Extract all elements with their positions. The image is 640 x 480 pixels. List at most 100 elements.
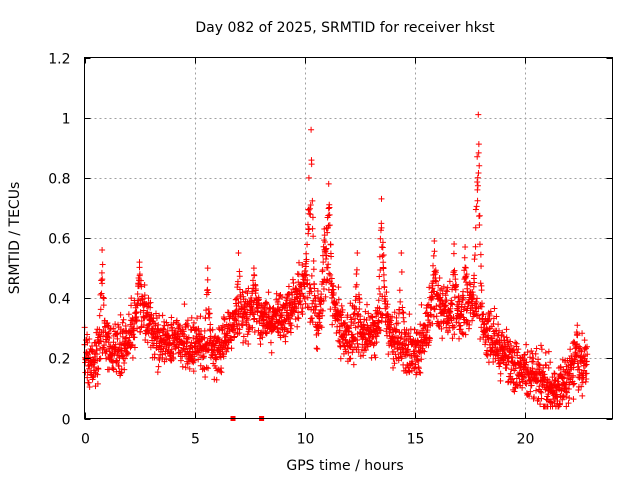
data-point bbox=[252, 286, 259, 293]
data-point bbox=[523, 380, 530, 387]
data-point bbox=[175, 344, 182, 351]
data-point bbox=[278, 321, 285, 328]
data-point bbox=[474, 197, 481, 204]
data-point bbox=[201, 353, 208, 360]
data-point bbox=[234, 295, 241, 302]
data-point bbox=[255, 305, 262, 312]
data-point bbox=[285, 283, 292, 290]
y-axis-tick-labels: 0 0.2 0.4 0.6 0.8 1 1.2 bbox=[48, 52, 70, 429]
data-point bbox=[213, 376, 220, 383]
data-point bbox=[225, 322, 232, 329]
data-point bbox=[90, 373, 97, 380]
data-point bbox=[337, 355, 344, 362]
data-point bbox=[471, 256, 478, 263]
data-point bbox=[449, 335, 456, 342]
data-point bbox=[205, 365, 212, 372]
data-point bbox=[203, 307, 210, 314]
data-point bbox=[475, 312, 482, 319]
data-point bbox=[329, 321, 336, 328]
data-point bbox=[440, 283, 447, 290]
data-point bbox=[236, 286, 243, 293]
data-point bbox=[460, 306, 467, 313]
data-point bbox=[456, 323, 463, 330]
data-point bbox=[438, 325, 445, 332]
data-point bbox=[579, 379, 586, 386]
data-point bbox=[433, 303, 440, 310]
data-point bbox=[376, 285, 383, 292]
data-point bbox=[245, 341, 252, 348]
data-point bbox=[409, 360, 416, 367]
data-point bbox=[375, 330, 382, 337]
x-tick-label: 5 bbox=[191, 432, 200, 448]
data-point bbox=[185, 322, 192, 329]
data-point bbox=[323, 252, 330, 259]
data-point bbox=[419, 347, 426, 354]
data-point bbox=[181, 301, 188, 308]
data-point bbox=[424, 302, 431, 309]
data-point bbox=[310, 233, 317, 240]
data-point bbox=[496, 363, 503, 370]
data-point bbox=[582, 362, 589, 369]
data-point bbox=[444, 288, 451, 295]
data-point bbox=[205, 306, 212, 313]
data-point bbox=[314, 287, 321, 294]
data-point bbox=[462, 331, 469, 338]
data-point bbox=[154, 369, 161, 376]
data-point bbox=[433, 278, 440, 285]
data-point bbox=[446, 278, 453, 285]
peak-point bbox=[305, 174, 312, 181]
data-point bbox=[477, 335, 484, 342]
data-point bbox=[242, 337, 249, 344]
data-point bbox=[563, 393, 570, 400]
data-point bbox=[335, 296, 342, 303]
data-point bbox=[186, 365, 193, 372]
data-point bbox=[305, 206, 312, 213]
data-point bbox=[347, 355, 354, 362]
data-point bbox=[512, 339, 519, 346]
data-point bbox=[535, 356, 542, 363]
data-point bbox=[514, 349, 521, 356]
data-point bbox=[537, 388, 544, 395]
data-point bbox=[360, 352, 367, 359]
data-point bbox=[179, 363, 186, 370]
data-point bbox=[428, 304, 435, 311]
data-point bbox=[357, 318, 364, 325]
data-point bbox=[396, 306, 403, 313]
data-point bbox=[435, 282, 442, 289]
data-point bbox=[450, 250, 457, 257]
data-point bbox=[478, 263, 485, 270]
data-point bbox=[429, 293, 436, 300]
x-tick-label: 15 bbox=[407, 432, 425, 448]
data-point bbox=[548, 399, 555, 406]
peak-point bbox=[250, 265, 257, 272]
data-point bbox=[310, 266, 317, 273]
data-point bbox=[505, 353, 512, 360]
data-point bbox=[428, 312, 434, 319]
y-tick-label: 1.2 bbox=[48, 52, 70, 68]
data-point bbox=[395, 320, 401, 327]
data-point bbox=[303, 250, 310, 257]
data-point bbox=[326, 222, 333, 229]
data-point bbox=[491, 305, 498, 312]
data-point bbox=[114, 359, 121, 366]
data-point bbox=[474, 186, 481, 193]
data-point bbox=[559, 375, 566, 382]
data-point bbox=[342, 319, 349, 326]
data-point bbox=[84, 339, 91, 346]
data-point bbox=[353, 271, 360, 278]
data-point bbox=[421, 348, 428, 355]
data-point bbox=[546, 378, 553, 385]
peak-point bbox=[235, 250, 242, 257]
data-point bbox=[469, 289, 476, 296]
data-point bbox=[234, 278, 241, 285]
data-point bbox=[195, 356, 202, 363]
data-point bbox=[153, 310, 159, 317]
data-point bbox=[322, 238, 329, 245]
data-point bbox=[576, 343, 583, 350]
data-point bbox=[549, 374, 556, 381]
data-point bbox=[97, 345, 104, 352]
data-point bbox=[484, 352, 491, 359]
data-point bbox=[520, 375, 527, 382]
data-point bbox=[478, 324, 485, 331]
data-point bbox=[364, 301, 371, 308]
